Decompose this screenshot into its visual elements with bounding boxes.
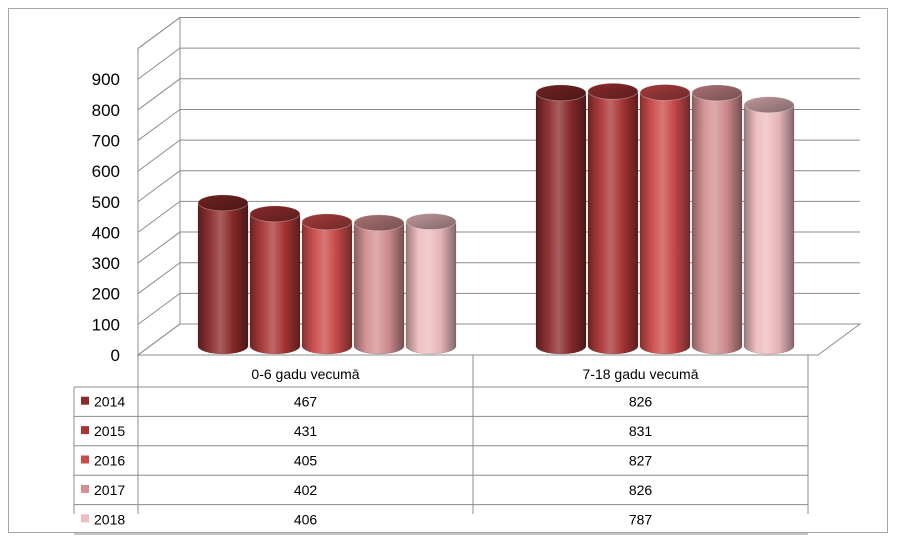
gridline (137, 47, 860, 80)
category-label: 7-18 gadu vecumā (583, 366, 699, 382)
table-cell-value: 827 (629, 453, 653, 469)
bar (249, 205, 301, 355)
table-cell-value: 406 (294, 511, 318, 527)
table-cell-value: 787 (629, 511, 653, 527)
legend-swatch (81, 484, 89, 493)
bars (197, 82, 795, 355)
table-cell-value: 826 (629, 394, 653, 410)
bar (639, 84, 691, 355)
legend-label: 2015 (94, 423, 125, 439)
legend-label: 2017 (94, 482, 125, 498)
table-cell-value: 831 (629, 423, 653, 439)
y-tick-label: 0 (111, 346, 120, 365)
legend-swatch (81, 426, 89, 435)
legend-swatch (81, 396, 89, 405)
legend-label: 2014 (94, 394, 125, 410)
bar (587, 82, 639, 355)
category-label: 0-6 gadu vecumā (251, 366, 359, 382)
y-tick-label: 500 (92, 193, 120, 212)
table-cell-value: 431 (294, 423, 318, 439)
bar (197, 194, 249, 355)
y-tick-label: 300 (92, 254, 120, 273)
table-cell-value: 467 (294, 394, 318, 410)
bar (405, 213, 457, 355)
bar (691, 84, 743, 355)
y-tick-label: 200 (92, 285, 120, 304)
y-tick-label: 100 (92, 315, 120, 334)
y-axis: 0 100 200 300 400 500 600 700 800 900 (92, 70, 120, 365)
table-cell-value: 402 (294, 482, 318, 498)
y-tick-label: 800 (92, 101, 120, 120)
y-tick-label: 600 (92, 162, 120, 181)
bar (743, 96, 795, 355)
y-tick-label: 900 (92, 70, 120, 89)
bar (535, 84, 587, 355)
legend-swatch (81, 514, 89, 523)
legend-swatch (81, 455, 89, 464)
table-cell-value: 405 (294, 453, 318, 469)
bar (353, 214, 405, 355)
y-tick-label: 700 (92, 131, 120, 150)
gridline (137, 17, 860, 49)
gridline (137, 78, 860, 111)
table-cell-value: 826 (629, 482, 653, 498)
legend-label: 2018 (94, 511, 125, 527)
bar (301, 213, 353, 355)
legend-label: 2016 (94, 453, 125, 469)
data-table: 0-6 gadu vecumā 7-18 gadu vecumā 2014 467 82… (73, 355, 809, 535)
y-tick-label: 400 (92, 223, 120, 242)
